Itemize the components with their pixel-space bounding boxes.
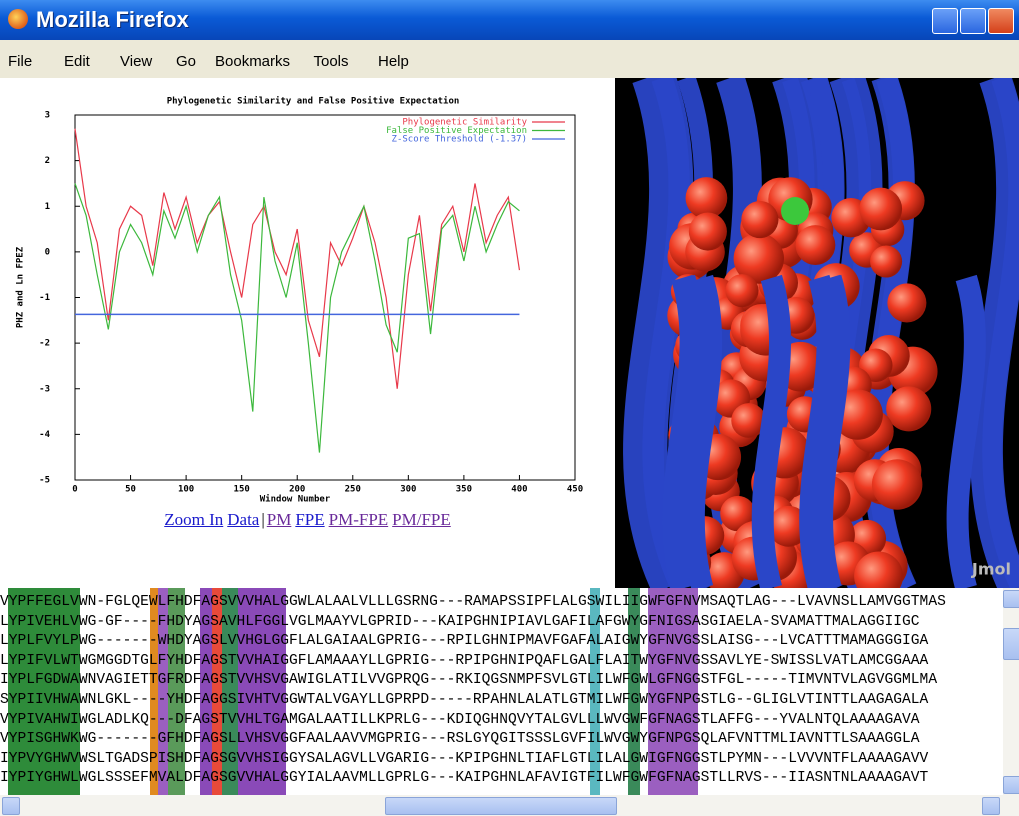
chart-title: Phylogenetic Similarity and False Positi… [167,96,460,107]
horizontal-scrollbar[interactable] [0,795,1019,816]
menu-item[interactable]: Help [378,53,409,70]
alignment-row: IYPIYGHWLWGLSSSEFMVALDFAGSGVVHALGGYIALAA… [0,768,928,788]
atom-sphere [872,459,922,509]
link[interactable]: PM-FPE [329,510,389,529]
y-axis-label: PHZ and Ln FPEZ [16,246,26,328]
scroll-left[interactable] [2,797,20,815]
atom-sphere [689,212,727,250]
scroll-right[interactable] [982,797,1000,815]
y-tick-label: 1 [45,202,50,212]
minimize-button[interactable] [932,8,958,34]
y-tick-label: 2 [45,156,50,166]
window-title: Mozilla Firefox [36,7,189,33]
alignment-row: VYPFFEGLVWN-FGLQEWLFHDFAGSVVVHALGGWLALAA… [0,592,946,612]
atom-sphere [870,245,902,277]
link[interactable]: PM [267,510,292,529]
y-tick-label: -2 [39,339,50,349]
separator: | [261,510,264,529]
alignment-row: VYPIVAHWIWGLADLKQ---DFAGSTVVHLTGAMGALAAT… [0,710,920,730]
browser-window: Mozilla Firefox File Edit View Go Bookmarks T… [0,0,1019,816]
chart-pane: Phylogenetic Similarity and False Positi… [0,78,615,588]
jmol-viewer[interactable]: Jmol [615,78,1019,588]
y-tick-label: 3 [45,111,50,121]
atom-sphere [887,283,926,322]
maximize-button[interactable] [960,8,986,34]
menu-item[interactable]: Tools [314,53,349,70]
alignment-row: SYPIIVHWAWNLGKL----YHDFAGGSIVHTVGGWTALVG… [0,690,928,710]
y-tick-label: -5 [39,476,50,486]
x-tick-label: 200 [289,485,305,495]
menu-item[interactable]: Go [176,53,196,70]
x-tick-label: 50 [125,485,136,495]
menu-item[interactable]: Bookmarks [215,53,290,70]
atom-sphere [796,225,836,265]
menu-item[interactable]: View [120,53,152,70]
legend-label: Z-Score Threshold (-1.37) [392,135,527,145]
atom-sphere [859,188,902,231]
link[interactable]: Zoom In [164,510,223,529]
y-tick-label: -4 [39,430,50,440]
vertical-scrollbar[interactable] [1003,588,1019,795]
menu-item[interactable]: Edit [64,53,90,70]
scroll-thumb[interactable] [1003,628,1019,660]
x-tick-label: 450 [567,485,583,495]
x-axis-label: Window Number [260,494,331,505]
alignment-row: VYPISGHWKWG-------GFHDFAGSLLVHSVGGFAALAA… [0,729,920,749]
x-tick-label: 350 [456,485,472,495]
link[interactable]: PM/FPE [392,510,451,529]
y-tick-label: 0 [45,247,50,257]
title-bar: Mozilla Firefox [0,0,1019,40]
data-line [75,129,519,389]
atom-sphere [726,274,759,307]
close-button[interactable] [988,8,1014,34]
link[interactable]: FPE [295,510,324,529]
y-tick-label: -1 [39,293,50,303]
atom-sphere [741,201,778,238]
jmol-label: Jmol [971,560,1011,579]
x-tick-label: 250 [345,485,361,495]
scroll-up[interactable] [1003,590,1019,608]
x-tick-label: 150 [234,485,250,495]
y-tick-label: -3 [39,384,50,394]
menu-item[interactable]: File [8,53,32,70]
alignment-panel: VYPFFEGLVWN-FGLQEWLFHDFAGSVVVHALGGWLALAA… [0,588,1003,795]
data-line [75,183,519,452]
highlight-atom [781,197,809,225]
menu-bar: File Edit View Go Bookmarks Tools Help [0,40,1019,78]
alignment-row: IYPLFGDWAWNVAGIETTGFRDFAGSTVVHSVGAWIGLAT… [0,670,937,690]
atom-sphere [886,386,931,431]
scroll-thumb[interactable] [385,797,617,815]
app-icon [8,9,28,29]
content-area: Phylogenetic Similarity and False Positi… [0,78,1019,588]
x-tick-label: 300 [400,485,416,495]
x-tick-label: 100 [178,485,194,495]
alignment-row: LYPIVEHLVWG-GF----FHDYAGSAVHLFGGLVGLMAAY… [0,612,920,632]
chart: Phylogenetic Similarity and False Positi… [0,78,615,508]
x-tick-label: 0 [72,485,77,495]
link[interactable]: Data [227,510,259,529]
alignment-row: LYPLFVYLPWG-------WHDYAGSLVVHGLGGFLALGAI… [0,631,928,651]
alignment-row: LYPIFVLWTWGMGGDTGLFYHDFAGSTVVHAIGGFLAMAA… [0,651,928,671]
scroll-down[interactable] [1003,776,1019,794]
x-tick-label: 400 [511,485,527,495]
alignment-row: IYPVYGHWVWSLTGADSPISHDFAGSGVVHSIGGYSALAG… [0,749,928,769]
